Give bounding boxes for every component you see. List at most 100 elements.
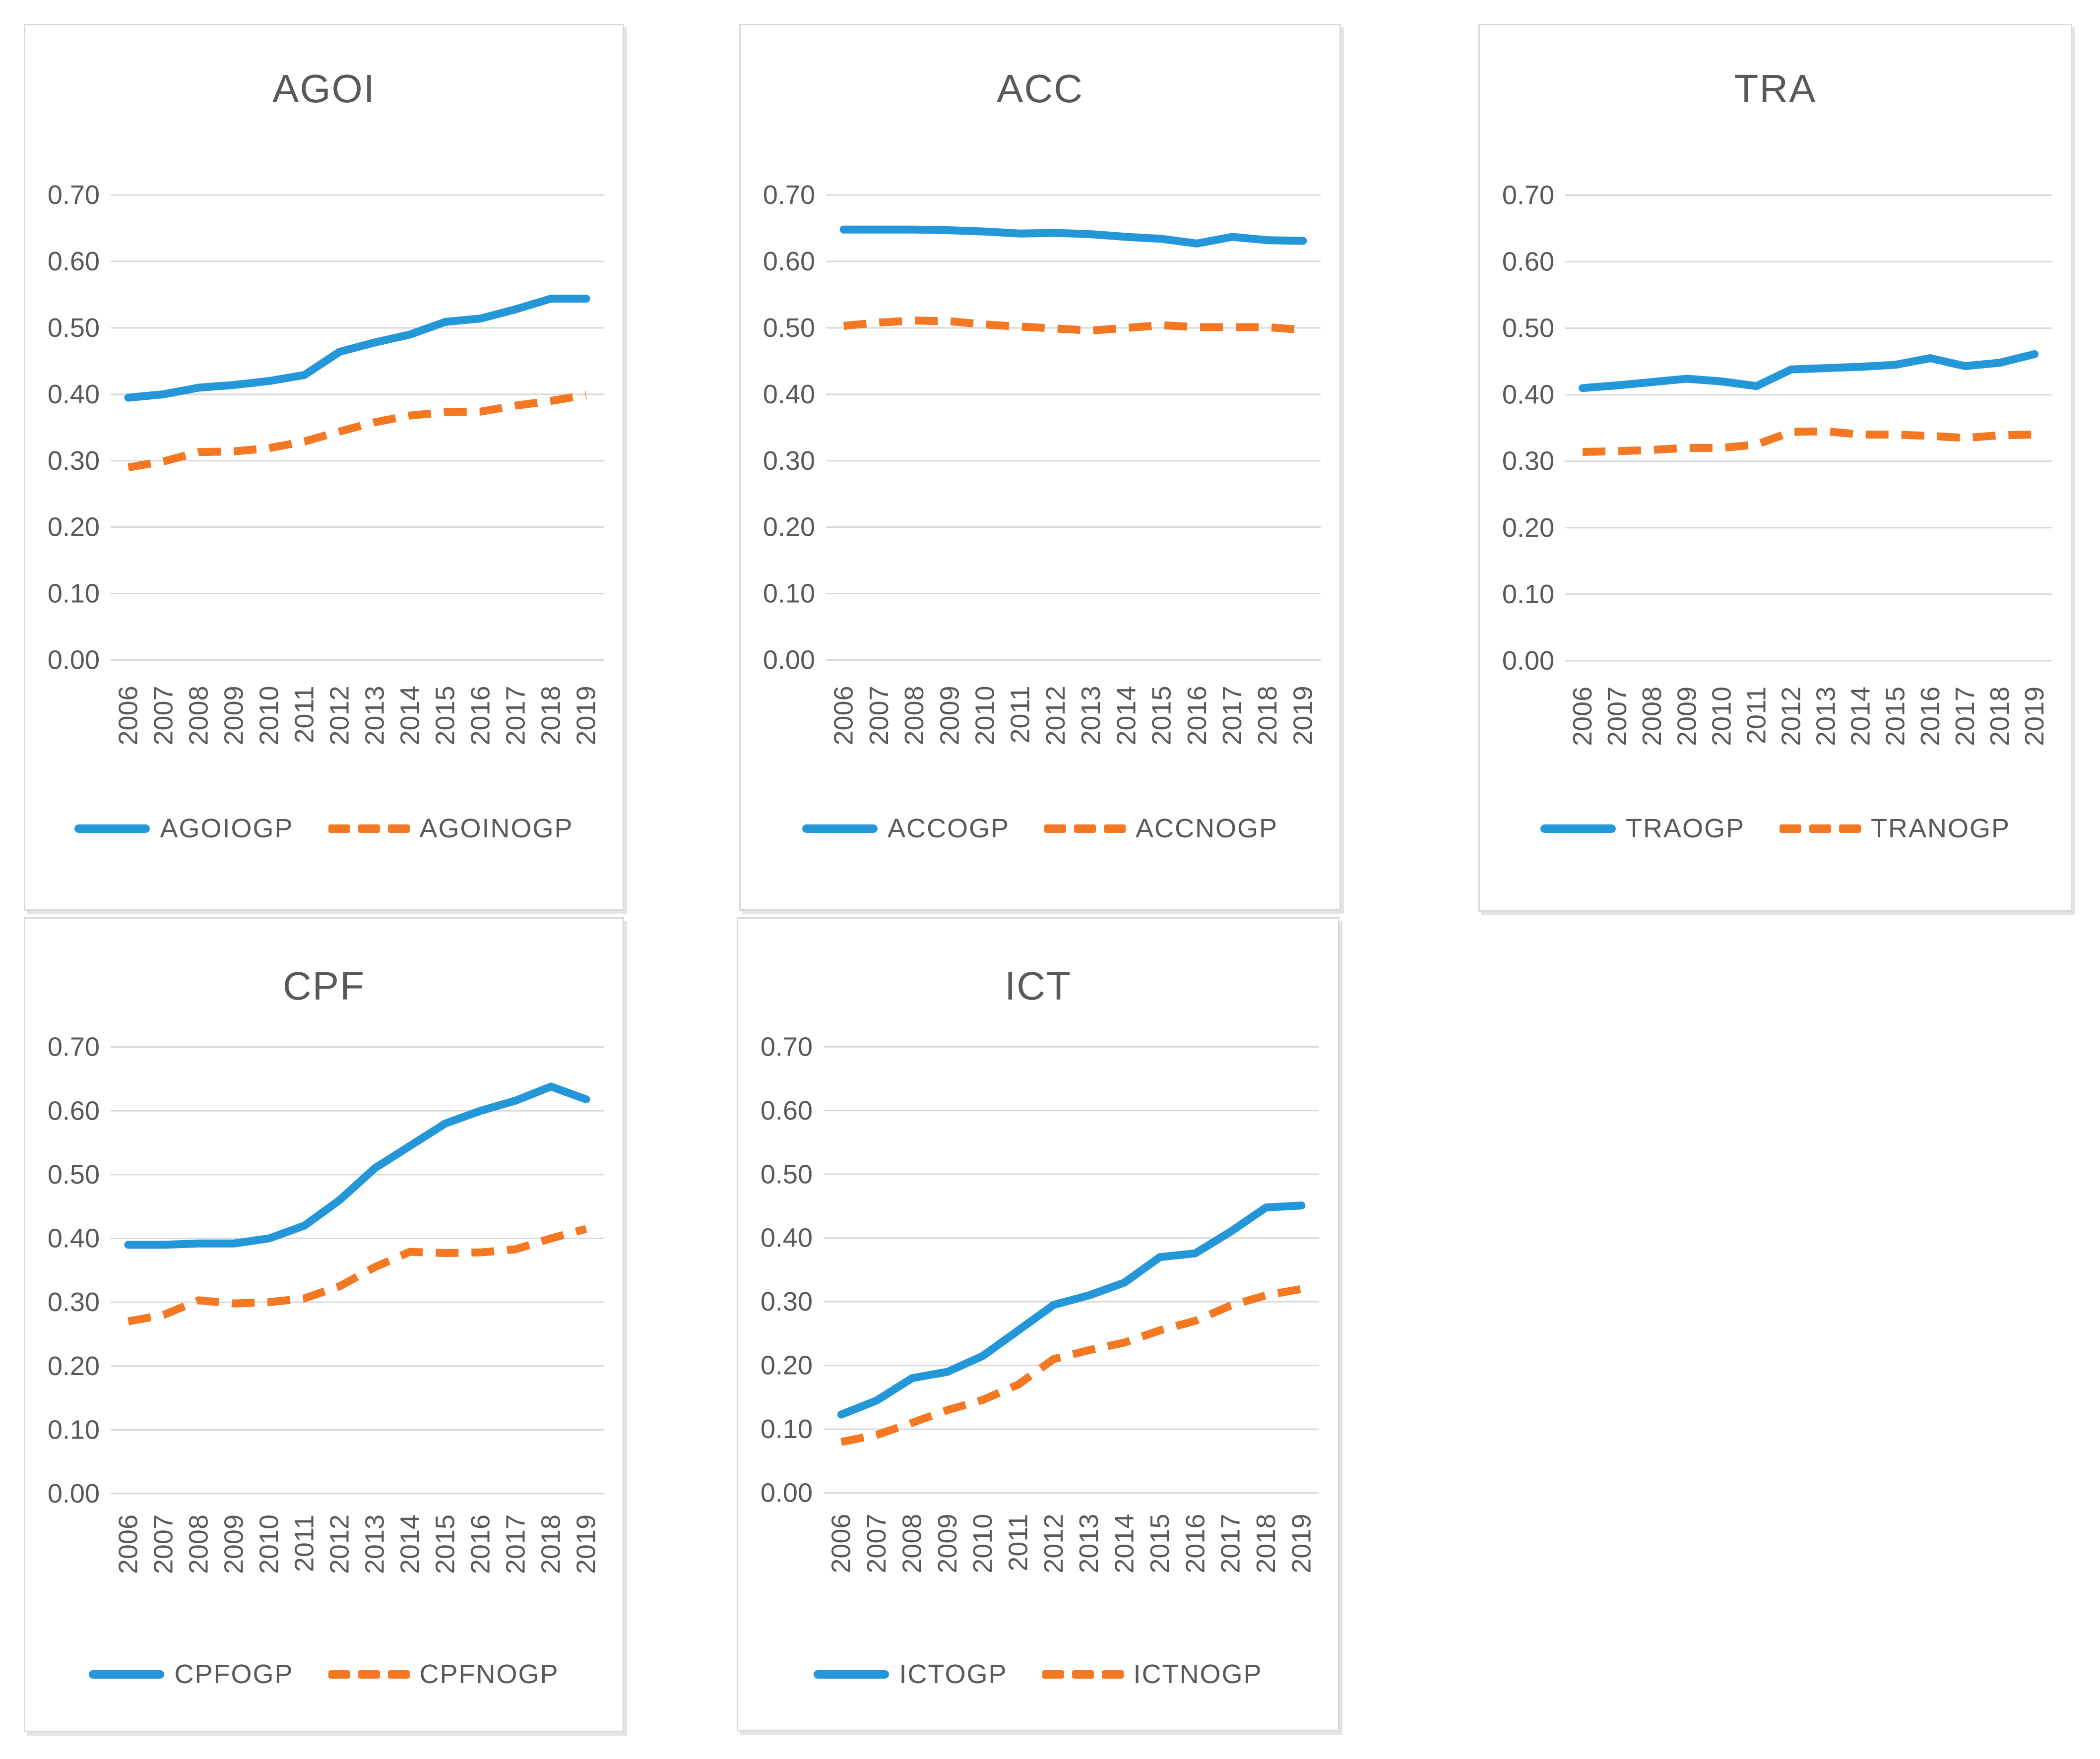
- y-tick-label: 0.60: [761, 1096, 813, 1126]
- legend-item-nogp: ACCNOGP: [1044, 815, 1278, 842]
- series-line-nogp: [127, 391, 587, 472]
- x-tick-label: 2006: [829, 686, 859, 745]
- x-tick-label: 2015: [431, 1514, 460, 1574]
- x-tick-label: 2007: [149, 686, 179, 745]
- series-line-ogp: [124, 1082, 590, 1249]
- x-tick-label: 2012: [325, 1514, 355, 1574]
- x-tick-label: 2011: [1741, 687, 1771, 744]
- y-tick-label: 0.70: [1502, 181, 1554, 210]
- x-tick-label: 2015: [431, 686, 460, 745]
- y-tick-label: 0.20: [48, 512, 100, 542]
- chart-legend: CPFOGP CPFNOGP: [25, 1661, 623, 1688]
- x-tick-label: 2018: [1253, 686, 1282, 745]
- chart-title: CPF: [283, 964, 365, 1008]
- x-tick-label: 2019: [1286, 1514, 1316, 1573]
- x-tick-label: 2009: [935, 686, 964, 745]
- y-tick-label: 0.40: [48, 379, 100, 409]
- x-tick-label: 2014: [1110, 1514, 1140, 1573]
- x-tick-label: 2012: [1041, 686, 1071, 745]
- chart-legend: ACCOGP ACCNOGP: [741, 815, 1339, 842]
- legend-dashed-line-marker: [1044, 824, 1126, 833]
- y-tick-label: 0.40: [48, 1224, 100, 1254]
- x-tick-label: 2018: [536, 686, 566, 745]
- chart-panel-agoi: AGOI 0.70 0.60 0.50 0.40 0.30 0.20 0.10 0.00 200…: [24, 24, 624, 911]
- x-tick-label: 2017: [501, 686, 531, 745]
- x-tick-label: 2008: [1637, 687, 1667, 746]
- x-tick-label: 2013: [360, 686, 390, 745]
- x-tick-label: 2016: [466, 686, 496, 745]
- legend-label-nogp: ICTNOGP: [1133, 1659, 1263, 1689]
- legend-item-nogp: AGOINOGP: [328, 815, 573, 842]
- chart-panel-cpf: CPF 0.70 0.60 0.50 0.40 0.30 0.20 0.10 0.00 2006…: [24, 917, 624, 1732]
- y-tick-label: 0.10: [763, 579, 815, 609]
- x-tick-label: 2006: [114, 1514, 143, 1574]
- x-tick-label: 2017: [1216, 1514, 1246, 1573]
- y-tick-label: 0.60: [48, 247, 100, 276]
- series-line-nogp: [840, 1285, 1302, 1446]
- legend-label-ogp: ACCOGP: [887, 814, 1010, 843]
- x-tick-label: 2016: [466, 1514, 496, 1574]
- y-tick-label: 0.00: [1502, 646, 1554, 676]
- x-tick-label: 2017: [501, 1514, 531, 1574]
- chart-legend: ICTOGP ICTNOGP: [738, 1661, 1338, 1688]
- x-tick-label: 2007: [149, 1514, 179, 1574]
- y-tick-label: 0.60: [48, 1096, 100, 1126]
- series-line-nogp: [1582, 427, 2035, 456]
- x-tick-label: 2008: [899, 686, 929, 745]
- x-tick-label: 2014: [1846, 687, 1876, 746]
- chart-plot-tra: 0.70 0.60 0.50 0.40 0.30 0.20 0.10 0.00 2006 2007…: [1502, 181, 2052, 746]
- legend-dashed-line-marker: [328, 1670, 410, 1679]
- x-tick-label: 2006: [827, 1514, 856, 1573]
- chart-plot-agoi: 0.70 0.60 0.50 0.40 0.30 0.20 0.10 0.00 2006 2007…: [48, 180, 604, 746]
- x-tick-label: 2011: [1003, 1514, 1033, 1571]
- x-tick-label: 2010: [255, 686, 284, 745]
- x-tick-label: 2013: [1074, 1514, 1104, 1573]
- y-tick-label: 0.50: [761, 1159, 813, 1189]
- x-tick-label: 2018: [1985, 687, 2015, 746]
- y-tick-label: 0.00: [763, 645, 815, 675]
- x-tick-label: 2012: [1039, 1514, 1069, 1573]
- legend-dashed-line-marker: [328, 824, 410, 833]
- series-line-ogp: [1579, 350, 2038, 392]
- y-tick-label: 0.40: [1502, 380, 1554, 410]
- x-tick-label: 2015: [1145, 1514, 1175, 1573]
- x-tick-label: 2012: [1776, 687, 1806, 746]
- x-tick-label: 2010: [1707, 687, 1736, 746]
- x-tick-label: 2013: [1811, 687, 1841, 746]
- series-line-ogp: [839, 225, 1307, 248]
- y-tick-label: 0.00: [48, 645, 100, 675]
- x-tick-label: 2014: [395, 1514, 425, 1574]
- y-tick-label: 0.20: [48, 1351, 100, 1381]
- x-tick-label: 2019: [2020, 687, 2049, 746]
- y-tick-label: 0.50: [48, 313, 100, 343]
- x-tick-label: 2009: [219, 686, 249, 745]
- legend-label-ogp: ICTOGP: [899, 1659, 1008, 1689]
- chart-plot-acc: 0.70 0.60 0.50 0.40 0.30 0.20 0.10 0.00 2006 2007…: [763, 180, 1321, 746]
- x-tick-label: 2007: [864, 686, 894, 745]
- x-tick-label: 2011: [290, 1514, 319, 1572]
- y-tick-label: 0.10: [1502, 579, 1554, 609]
- legend-solid-line-marker: [1540, 824, 1616, 833]
- y-tick-label: 0.30: [761, 1287, 813, 1317]
- legend-label-ogp: AGOIOGP: [160, 814, 294, 843]
- y-tick-label: 0.70: [48, 180, 100, 210]
- x-tick-label: 2008: [897, 1514, 927, 1573]
- legend-label-ogp: CPFOGP: [174, 1659, 294, 1689]
- y-tick-label: 0.70: [761, 1032, 813, 1062]
- y-tick-label: 0.30: [1502, 446, 1554, 476]
- legend-item-ogp: ACCOGP: [802, 815, 1010, 842]
- x-tick-label: 2013: [360, 1514, 390, 1574]
- y-tick-label: 0.70: [48, 1032, 100, 1062]
- x-tick-label: 2006: [114, 686, 143, 745]
- x-tick-label: 2017: [1217, 686, 1247, 745]
- y-tick-label: 0.60: [763, 247, 815, 276]
- x-tick-label: 2019: [572, 686, 601, 745]
- x-tick-label: 2009: [219, 1514, 249, 1574]
- x-tick-label: 2008: [184, 1514, 214, 1574]
- y-tick-label: 0.30: [48, 446, 100, 476]
- x-tick-label: 2009: [933, 1514, 962, 1573]
- x-tick-label: 2019: [572, 1514, 601, 1574]
- y-tick-label: 0.20: [761, 1351, 813, 1381]
- legend-item-ogp: ICTOGP: [814, 1661, 1007, 1688]
